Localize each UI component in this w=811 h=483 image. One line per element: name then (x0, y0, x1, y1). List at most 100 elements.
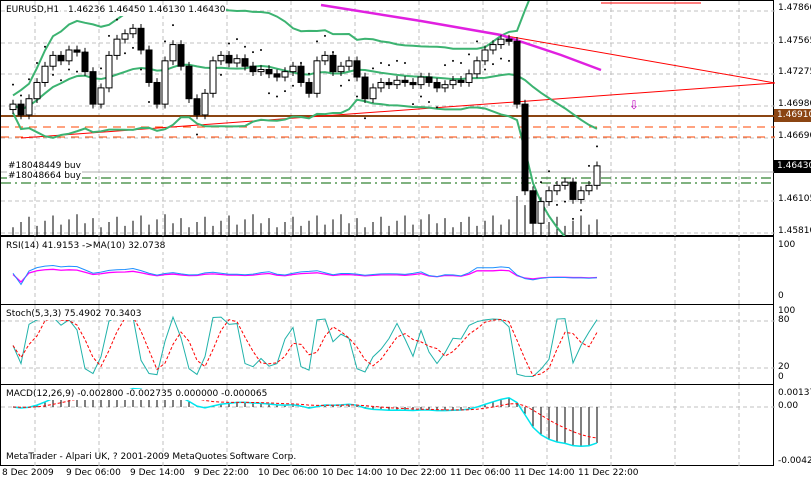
bearish-candle (177, 44, 185, 67)
sar-dot (468, 53, 470, 56)
stochastic-panel[interactable]: Stoch(5,3,3) 75.4902 70.3403 (0, 304, 775, 386)
price-chart-canvas[interactable]: ⇩ (1, 1, 775, 237)
time-label: 9 Dec 22:00 (194, 468, 249, 478)
bullish-candle (65, 49, 73, 62)
bullish-candle (281, 71, 289, 78)
bearish-candle (225, 54, 233, 64)
rsi-line (12, 264, 598, 286)
sar-dot (540, 181, 542, 184)
bullish-candle (9, 103, 17, 111)
time-label: 11 Dec 14:00 (514, 468, 575, 478)
bullish-candle (553, 184, 561, 192)
bullish-candle (449, 79, 457, 86)
bearish-candle (89, 71, 97, 105)
bullish-candle (129, 27, 137, 35)
sar-dot (492, 63, 494, 66)
time-label: 11 Dec 22:00 (578, 468, 639, 478)
bullish-candle (369, 87, 377, 100)
sar-dot (324, 34, 326, 37)
bullish-candle (577, 190, 585, 200)
bullish-candle (25, 98, 33, 116)
bullish-candle (201, 92, 209, 116)
bollinger-lower (12, 98, 567, 237)
stoch-tick: 80 (778, 315, 790, 325)
sar-dot (36, 61, 38, 64)
sar-dot (316, 40, 318, 43)
copyright-text: MetaTrader - Alpari UK, ? 2001-2009 Meta… (6, 452, 297, 462)
arrow-marker: ⇩ (629, 98, 639, 112)
time-label: 10 Dec 06:00 (258, 468, 319, 478)
bearish-candle (529, 190, 537, 224)
bullish-candle (209, 60, 217, 94)
bearish-candle (569, 181, 577, 200)
sar-dot (548, 170, 550, 173)
price-tick: 1.47275 (778, 67, 811, 77)
sar-dot (284, 90, 286, 93)
rsi-ma-line (12, 268, 598, 283)
bullish-candle (481, 49, 489, 62)
sar-dot (276, 95, 278, 98)
bearish-candle (505, 38, 513, 42)
bullish-candle (441, 84, 449, 89)
sar-dot (452, 59, 454, 62)
macd-panel[interactable]: MACD(12,26,9) -0.002800 -0.002735 0.0000… (0, 384, 775, 467)
rsi-canvas (12, 237, 740, 306)
sar-dot (444, 64, 446, 67)
sar-dot (172, 24, 174, 27)
sar-dot (356, 95, 358, 98)
time-label: 9 Dec 14:00 (130, 468, 185, 478)
bearish-candle (521, 103, 529, 192)
sar-dot (556, 203, 558, 206)
order-label-2: #18048664 buy (7, 171, 82, 182)
bullish-candle (257, 68, 265, 73)
moving-average-line (320, 3, 602, 72)
sar-dot (420, 95, 422, 98)
bullish-candle (585, 184, 593, 192)
stoch-tick: 0 (778, 372, 784, 382)
stoch-tick: 20 (778, 362, 790, 372)
sar-dot (372, 67, 374, 70)
sar-dot (564, 200, 566, 203)
bearish-candle (185, 65, 193, 100)
bearish-candle (361, 76, 369, 100)
bullish-candle (473, 60, 481, 75)
sar-dot (196, 133, 198, 136)
sar-dot (20, 94, 22, 97)
bearish-candle (17, 103, 25, 116)
symbol-label: EURUSD,H1 (5, 5, 61, 16)
line-price-badge: 1.46910 (774, 109, 811, 122)
sar-dot (596, 145, 598, 148)
bullish-candle (345, 60, 353, 67)
bearish-candle (457, 79, 465, 83)
sar-dot (244, 45, 246, 48)
sar-dot (428, 100, 430, 103)
bearish-candle (401, 79, 409, 83)
sar-dot (220, 73, 222, 76)
macd-tick: 0.001375 (778, 388, 811, 398)
sar-dot (412, 103, 414, 106)
bullish-candle (233, 58, 241, 64)
sar-dot (436, 106, 438, 109)
current-price-badge: 1.46430 (774, 160, 811, 173)
sar-dot (476, 40, 478, 43)
price-tick: 1.47565 (778, 36, 811, 46)
price-tick: 1.46105 (778, 194, 811, 204)
sar-dot (484, 68, 486, 71)
price-chart-panel[interactable]: ⇩ EURUSD,H1 1.46236 1.46450 1.46130 1.46… (0, 0, 775, 237)
time-label: 10 Dec 22:00 (386, 468, 447, 478)
sar-dot (108, 34, 110, 37)
bullish-candle (377, 81, 385, 89)
bullish-candle (497, 38, 505, 46)
rsi-panel[interactable]: RSI(14) 41.9153 ->MA(10) 32.0738 (0, 236, 774, 306)
bearish-candle (409, 81, 417, 86)
bearish-candle (57, 54, 65, 62)
sar-dot (116, 18, 118, 21)
sar-dot (148, 100, 150, 103)
bearish-candle (193, 98, 201, 116)
bearish-candle (73, 49, 81, 53)
bearish-candle (265, 68, 273, 75)
sar-dot (52, 73, 54, 76)
sar-dot (364, 117, 366, 120)
sar-dot (132, 46, 134, 49)
